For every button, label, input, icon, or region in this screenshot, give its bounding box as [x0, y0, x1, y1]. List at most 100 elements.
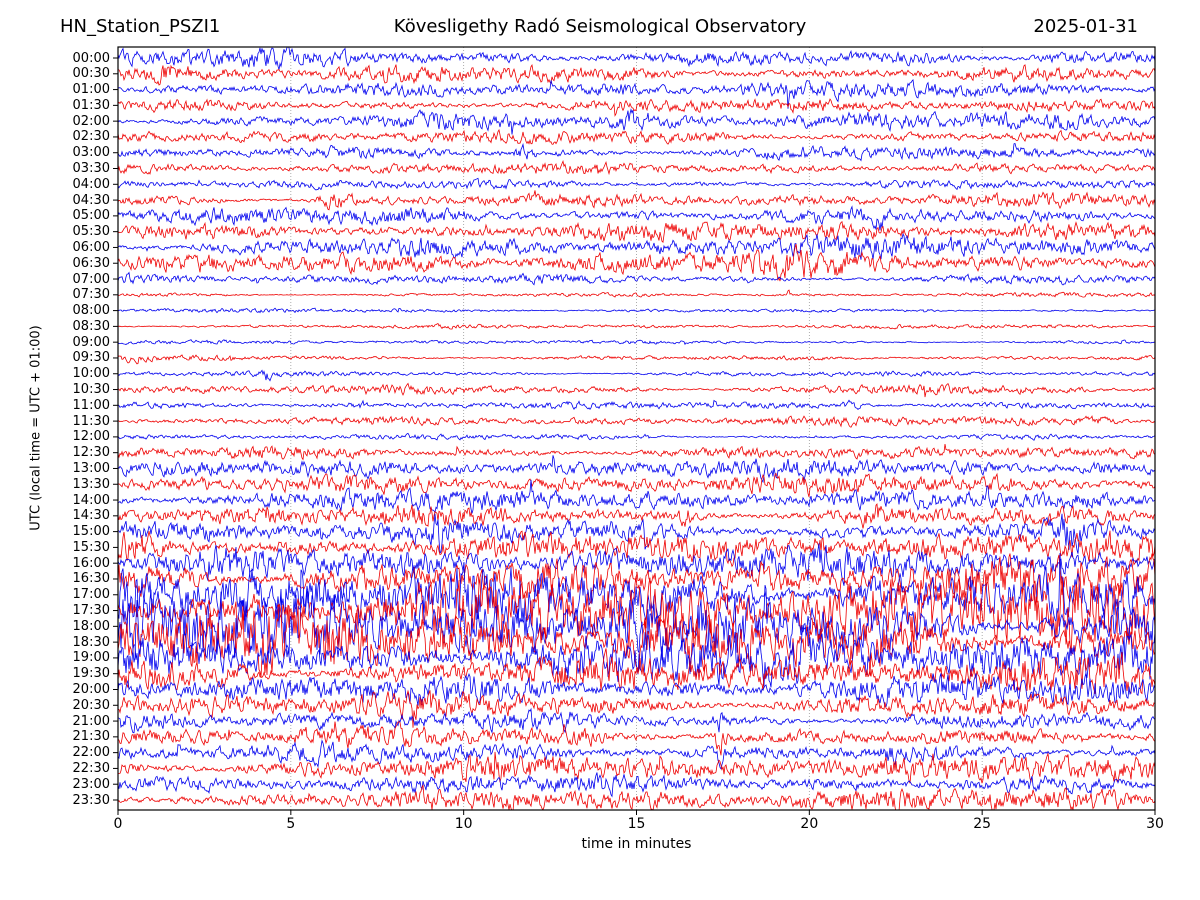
- seismic-trace-01:30: [118, 98, 1155, 117]
- y-tick-label: 21:00: [72, 713, 110, 729]
- y-tick-label: 10:30: [72, 382, 110, 398]
- y-tick-label: 04:30: [72, 192, 110, 208]
- x-tick-label: 15: [627, 816, 646, 832]
- seismic-trace-07:00: [118, 271, 1155, 286]
- y-tick-label: 03:00: [72, 145, 110, 161]
- seismic-trace-03:00: [118, 142, 1155, 162]
- x-tick-label: 5: [286, 816, 296, 832]
- seismic-trace-19:30: [118, 648, 1155, 695]
- y-tick-label: 12:00: [72, 429, 110, 445]
- y-tick-label: 05:00: [72, 208, 110, 224]
- y-tick-label: 00:30: [72, 66, 110, 82]
- seismic-trace-10:30: [118, 382, 1155, 398]
- y-tick-label: 20:30: [72, 697, 110, 713]
- y-tick-label: 07:00: [72, 271, 110, 287]
- y-tick-label: 20:00: [72, 681, 110, 697]
- seismic-trace-18:00: [118, 569, 1155, 663]
- seismic-trace-11:00: [118, 399, 1155, 411]
- x-tick-label: 25: [973, 816, 992, 832]
- seismic-trace-06:30: [118, 243, 1155, 282]
- seismic-trace-13:00: [118, 455, 1155, 484]
- y-tick-label: 04:00: [72, 176, 110, 192]
- x-tick-label: 20: [800, 816, 819, 832]
- seismic-trace-22:30: [118, 751, 1155, 784]
- y-tick-label: 19:30: [72, 666, 110, 682]
- y-tick-label: 14:00: [72, 492, 110, 508]
- y-tick-label: 06:30: [72, 255, 110, 271]
- y-tick-label: 09:00: [72, 334, 110, 350]
- y-tick-label: 18:30: [72, 634, 110, 650]
- seismic-trace-21:00: [118, 707, 1155, 734]
- seismic-trace-18:30: [118, 602, 1155, 678]
- seismic-trace-20:00: [118, 672, 1155, 708]
- seismic-trace-06:00: [118, 233, 1155, 260]
- y-tick-label: 14:30: [72, 508, 110, 524]
- y-tick-label: 08:30: [72, 318, 110, 334]
- x-axis-label: time in minutes: [581, 836, 692, 852]
- seismic-trace-12:00: [118, 432, 1155, 441]
- seismic-trace-23:00: [118, 772, 1155, 798]
- seismic-trace-11:30: [118, 415, 1155, 428]
- seismic-trace-15:00: [118, 513, 1155, 555]
- y-tick-label: 11:30: [72, 413, 110, 429]
- y-tick-label: 09:30: [72, 350, 110, 366]
- y-tick-label: 10:00: [72, 366, 110, 382]
- y-tick-label: 13:30: [72, 476, 110, 492]
- seismic-trace-04:00: [118, 177, 1155, 191]
- y-tick-label: 18:00: [72, 618, 110, 634]
- y-tick-label: 12:30: [72, 445, 110, 461]
- seismic-trace-09:00: [118, 339, 1155, 346]
- seismic-trace-05:00: [118, 205, 1155, 231]
- seismic-trace-00:00: [118, 47, 1155, 70]
- x-tick-label: 30: [1146, 816, 1164, 832]
- seismic-trace-00:30: [118, 63, 1155, 86]
- y-tick-label: 15:00: [72, 524, 110, 540]
- seismic-trace-17:00: [118, 552, 1155, 624]
- y-tick-label: 23:00: [72, 776, 110, 792]
- date-label: 2025-01-31: [1033, 16, 1138, 37]
- y-tick-label: 16:00: [72, 555, 110, 571]
- y-tick-label: 03:30: [72, 161, 110, 176]
- y-tick-label: 17:30: [72, 603, 110, 619]
- seismic-trace-16:00: [118, 543, 1155, 586]
- seismic-trace-10:00: [118, 369, 1155, 382]
- seismic-trace-15:30: [118, 530, 1155, 568]
- seismic-trace-13:30: [118, 472, 1155, 498]
- x-tick-label: 10: [454, 816, 473, 832]
- seismic-trace-12:30: [118, 444, 1155, 461]
- observatory-title: Kövesligethy Radó Seismological Observat…: [393, 16, 807, 37]
- seismic-trace-23:30: [118, 784, 1155, 810]
- seismic-trace-22:00: [118, 739, 1155, 770]
- y-tick-label: 02:30: [72, 129, 110, 145]
- seismic-trace-03:30: [118, 159, 1155, 176]
- seismic-trace-08:00: [118, 307, 1155, 314]
- x-tick-label: 0: [113, 816, 123, 832]
- y-tick-label: 19:00: [72, 650, 110, 666]
- y-tick-label: 15:30: [72, 539, 110, 555]
- seismic-trace-02:30: [118, 128, 1155, 145]
- y-tick-label: 07:30: [72, 287, 110, 303]
- y-tick-label: 17:00: [72, 587, 110, 603]
- seismic-trace-07:30: [118, 289, 1155, 298]
- y-tick-label: 08:00: [72, 303, 110, 319]
- y-tick-label: 13:00: [72, 460, 110, 476]
- y-tick-label: 22:00: [72, 745, 110, 761]
- seismic-trace-21:30: [118, 721, 1155, 756]
- y-tick-label: 11:00: [72, 397, 110, 413]
- y-tick-label: 21:30: [72, 729, 110, 745]
- seismic-trace-16:30: [118, 553, 1155, 605]
- seismic-trace-02:00: [118, 108, 1155, 135]
- y-tick-label: 01:30: [72, 97, 110, 113]
- y-tick-label: 02:00: [72, 113, 110, 129]
- seismic-trace-08:30: [118, 322, 1155, 330]
- seismic-trace-04:30: [118, 190, 1155, 211]
- seismic-trace-14:30: [118, 503, 1155, 529]
- y-tick-label: 22:30: [72, 760, 110, 776]
- y-tick-label: 23:30: [72, 792, 110, 808]
- seismic-trace-09:30: [118, 354, 1155, 365]
- seismic-trace-14:00: [118, 479, 1155, 514]
- seismic-trace-19:00: [118, 622, 1155, 688]
- y-tick-label: 06:00: [72, 239, 110, 255]
